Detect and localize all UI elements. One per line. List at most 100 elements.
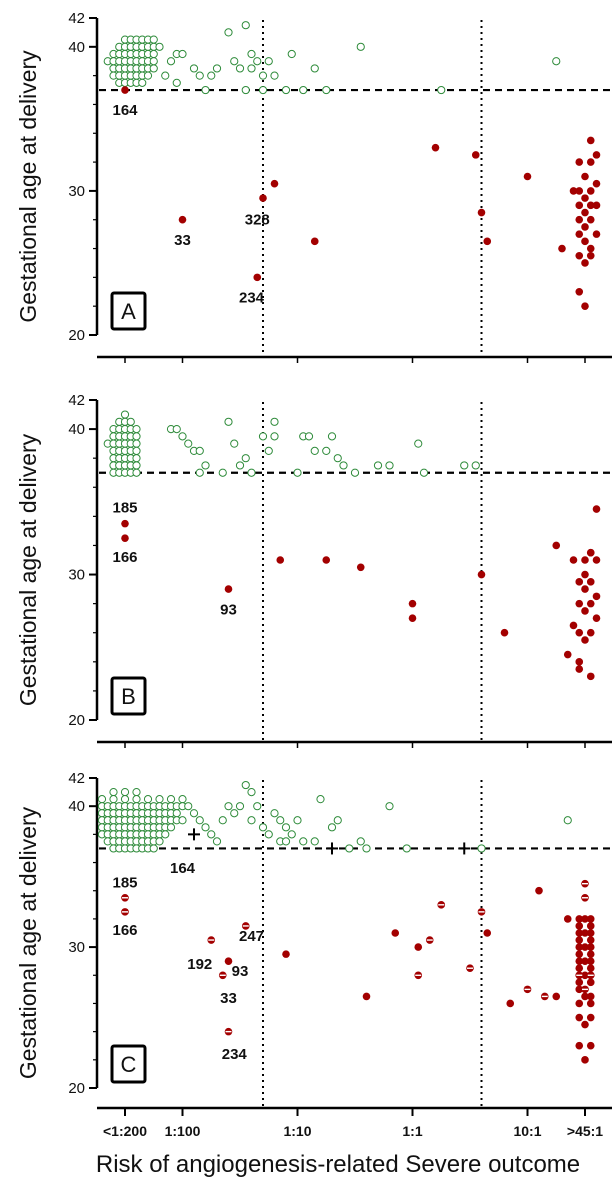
panel-label-box [110,291,147,331]
point-annotation: 33 [220,990,237,1007]
data-point-open [437,85,446,95]
data-point-filled [121,519,129,528]
data-point-filled [586,201,595,210]
data-point-open [258,432,268,441]
data-point-open [224,802,233,811]
data-point-filled [581,585,589,593]
data-point-filled [581,971,589,980]
data-point-open [109,795,118,804]
data-point-open [310,64,319,73]
data-point-open [287,830,296,839]
data-point-open [178,49,187,59]
data-point-open [166,57,176,66]
data-point-filled [575,985,584,994]
data-point-open [218,816,227,825]
data-point-filled [575,922,584,930]
data-point-open [253,57,262,66]
data-point-open [276,816,285,825]
data-point-open [270,71,279,80]
data-point-filled [581,607,589,615]
data-point-filled [506,999,515,1008]
data-point-filled [121,86,129,94]
data-point-filled [581,223,589,231]
point-annotation: 164 [112,102,138,119]
data-point-open [178,795,187,804]
data-point-open [316,795,325,804]
data-point-open [385,802,394,811]
data-point-open [195,816,204,825]
data-point-filled [586,158,595,166]
data-point-filled [586,599,595,608]
data-point-open [224,417,233,426]
data-point-filled [408,614,417,622]
data-point-filled [224,957,233,965]
point-annotation: 185 [112,874,137,891]
data-point-striped [540,992,549,1001]
data-point-filled [575,658,584,666]
data-point-open [132,795,141,804]
data-point-filled [592,151,601,159]
data-point-filled [586,215,595,224]
data-point-filled [483,929,492,937]
data-point-open [155,837,164,846]
data-point-filled [586,244,595,253]
data-point-striped [414,971,423,980]
data-point-striped [121,893,129,902]
data-point-filled [586,187,595,195]
data-point-filled [535,886,543,895]
data-point-filled [592,230,601,238]
data-point-filled [586,915,595,923]
data-point-open [333,816,342,825]
data-point-open [132,787,141,797]
data-point-filled [575,915,584,923]
data-point-open [218,468,227,477]
data-point-open [253,802,262,811]
data-point-open [212,837,222,846]
data-point-open [132,461,141,470]
data-point-filled [575,978,584,987]
data-point-open [304,432,314,441]
point-annotation: 93 [220,601,237,618]
data-point-open [241,85,250,95]
data-point-filled [523,172,532,181]
data-point-open [230,439,239,448]
y-tick-label: 42 [68,10,85,27]
data-point-open [235,64,245,73]
data-point-open [230,57,239,66]
data-point-filled [581,929,589,937]
data-point-open [264,830,273,839]
data-point-open [109,787,118,797]
data-point-filled [575,628,584,637]
data-point-open [339,461,348,470]
data-point-filled [581,636,589,644]
data-point-open [189,809,199,818]
data-point-open [195,468,204,477]
data-point-open [327,823,337,832]
data-point-cross [188,828,200,841]
data-point-open [207,71,216,80]
y-tick-label: 40 [68,39,85,56]
data-point-open [264,57,273,66]
data-point-open [132,424,141,434]
data-point-striped [121,908,129,916]
data-point-open [356,837,365,846]
panel-label: C [121,1052,137,1077]
data-point-filled [575,599,584,608]
data-point-filled [575,215,584,224]
data-point-open [419,468,429,477]
data-point-filled [414,943,423,951]
data-point-open [172,424,181,434]
data-point-open [247,787,256,797]
data-point-filled [575,287,584,296]
data-point-open [356,42,365,51]
panel-label-box [110,1044,147,1084]
data-point-filled [586,251,595,260]
data-point-filled [121,534,129,542]
data-point-filled [586,548,595,557]
data-point-open [270,809,279,818]
data-point-open [149,844,158,853]
data-point-filled [592,505,601,513]
point-annotation: 185 [112,500,137,517]
y-axis-label: Gestational age at delivery [15,433,41,706]
data-point-open [460,461,469,470]
